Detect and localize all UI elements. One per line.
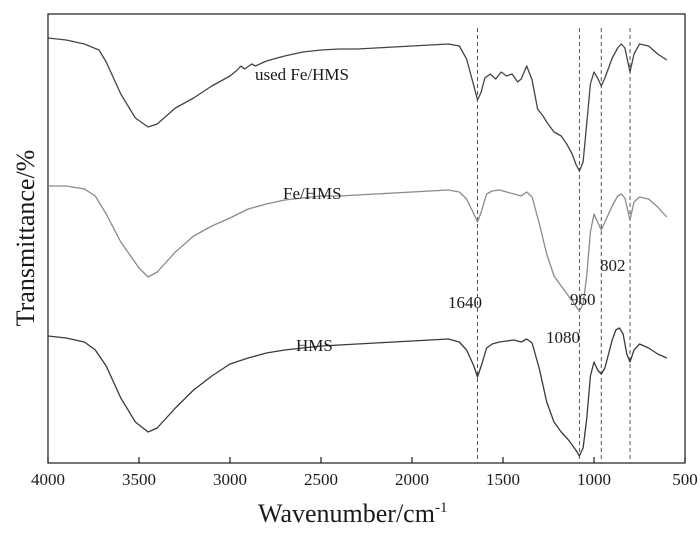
annotation-1080: 1080 (546, 328, 580, 347)
x-axis-label: Wavenumber/cm-1 (258, 499, 447, 528)
x-tick-label-1000: 1000 (577, 470, 611, 489)
series-line-0 (47, 37, 668, 172)
x-tick-label-1500: 1500 (486, 470, 520, 489)
annotation-802: 802 (600, 256, 626, 275)
x-tick-label-2500: 2500 (304, 470, 338, 489)
x-axis-ticks (47, 457, 686, 463)
plot-area-frame (47, 13, 686, 464)
series-line-2 (47, 327, 668, 457)
annotation-1640: 1640 (448, 293, 482, 312)
x-tick-label-4000: 4000 (31, 470, 65, 489)
x-axis-tick-labels: 4000 3500 3000 2500 2000 1500 1000 500 (31, 470, 698, 489)
series-label-hms: HMS (296, 336, 333, 355)
series-label-used-fe-hms: used Fe/HMS (255, 65, 349, 84)
x-tick-label-500: 500 (672, 470, 698, 489)
reference-lines (477, 28, 631, 463)
x-tick-label-3500: 3500 (122, 470, 156, 489)
x-tick-label-2000: 2000 (395, 470, 429, 489)
series-lines (47, 37, 668, 457)
x-axis-label-superscript: -1 (435, 500, 448, 516)
series-label-fe-hms: Fe/HMS (283, 184, 342, 203)
series-line-1 (48, 185, 668, 312)
annotation-960: 960 (570, 290, 596, 309)
y-axis-label: Transmittance/% (11, 150, 40, 327)
x-tick-label-3000: 3000 (213, 470, 247, 489)
x-axis-label-text: Wavenumber/cm (258, 499, 435, 528)
